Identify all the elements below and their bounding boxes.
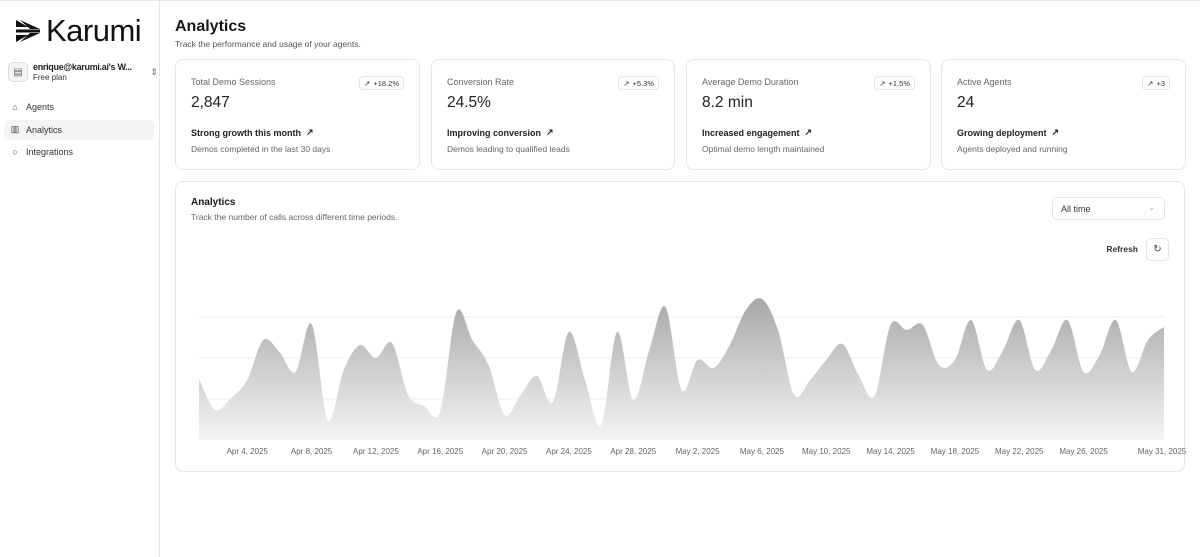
- bot-icon: ⌂: [12, 102, 18, 112]
- stat-description: Demos completed in the last 30 days: [191, 144, 331, 154]
- refresh-icon: ↻: [1153, 244, 1162, 255]
- badge-text: +18.2%: [373, 78, 399, 88]
- x-tick-label: May 6, 2025: [740, 447, 785, 456]
- chevrons-up-down-icon: ⇕: [150, 66, 158, 77]
- area-series: [199, 298, 1164, 440]
- x-tick-label: May 22, 2025: [995, 447, 1044, 456]
- message-circle-icon: ○: [12, 147, 18, 157]
- stat-label: Active Agents: [957, 77, 1012, 87]
- stat-description: Demos leading to qualified leads: [447, 144, 570, 154]
- sidebar-item-integrations[interactable]: ○ Integrations: [4, 142, 154, 162]
- stat-card-active-agents: Active Agents 24 ↗ +3 Growing deployment ↗…: [941, 59, 1186, 170]
- stat-card-conversion-rate: Conversion Rate 24.5% ↗ +5.3% Improving c…: [431, 59, 675, 170]
- x-tick-label: Apr 4, 2025: [227, 447, 269, 456]
- stat-value: 24.5%: [447, 94, 491, 111]
- time-range-value: All time: [1061, 203, 1091, 214]
- badge-text: +3: [1156, 78, 1165, 88]
- page-subtitle: Track the performance and usage of your …: [175, 39, 361, 49]
- trend-badge: ↗ +3: [1142, 76, 1170, 90]
- sidebar-item-agents[interactable]: ⌂ Agents: [4, 97, 154, 117]
- stat-card-average-demo-duration: Average Demo Duration 8.2 min ↗ +1.5% Inc…: [686, 59, 931, 170]
- trending-up-icon: ↗: [1051, 127, 1060, 137]
- sidebar: Karumi ▤ enrique@karumi.ai's W... Free p…: [0, 1, 160, 557]
- workspace-switcher[interactable]: ▤ enrique@karumi.ai's W... Free plan ⇕: [8, 60, 158, 84]
- workspace-plan: Free plan: [33, 72, 67, 82]
- badge-text: +1.5%: [888, 78, 910, 88]
- stat-description: Agents deployed and running: [957, 144, 1068, 154]
- sidebar-nav: ⌂ Agents ▥ Analytics ○ Integrations: [4, 97, 154, 165]
- refresh-label: Refresh: [1106, 244, 1138, 254]
- x-tick-label: May 18, 2025: [931, 447, 980, 456]
- x-tick-label: Apr 8, 2025: [291, 447, 333, 456]
- workspace-name: enrique@karumi.ai's W...: [33, 61, 132, 72]
- sidebar-item-analytics[interactable]: ▥ Analytics: [4, 119, 154, 140]
- trending-up-icon: ↗: [879, 78, 886, 88]
- stat-trend: Strong growth this month ↗: [191, 127, 314, 138]
- chart-panel-title: Analytics: [191, 197, 236, 208]
- stat-trend: Growing deployment ↗: [957, 127, 1059, 138]
- bar-chart-icon: ▥: [10, 124, 20, 134]
- logo[interactable]: Karumi: [14, 13, 142, 49]
- stat-trend: Improving conversion ↗: [447, 127, 554, 138]
- sidebar-item-label: Agents: [26, 102, 55, 112]
- refresh-button[interactable]: ↻: [1146, 238, 1169, 261]
- trend-text: Growing deployment: [957, 127, 1047, 138]
- trending-up-icon: ↗: [804, 127, 813, 137]
- stat-value: 8.2 min: [702, 94, 753, 111]
- analytics-chart-panel: Apr 4, 2025 Apr 8, 2025 Apr 12, 2025 Apr 16…: [175, 181, 1186, 472]
- x-tick-label: May 26, 2025: [1059, 447, 1108, 456]
- trending-up-icon: ↗: [546, 127, 554, 137]
- x-tick-label: May 14, 2025: [866, 447, 915, 456]
- area-chart: Apr 4, 2025 Apr 8, 2025 Apr 12, 2025 Apr 16…: [199, 298, 1186, 456]
- x-tick-label: Apr 12, 2025: [353, 447, 399, 456]
- trending-up-icon: ↗: [364, 78, 371, 88]
- time-range-select[interactable]: All time ⌄: [1052, 197, 1165, 220]
- stat-label: Total Demo Sessions: [191, 77, 276, 87]
- stat-label: Average Demo Duration: [702, 77, 799, 87]
- sidebar-item-label: Integrations: [26, 147, 74, 157]
- karumi-logo-icon: [16, 20, 40, 42]
- x-tick-label: May 10, 2025: [802, 447, 851, 456]
- chevron-down-icon: ⌄: [1148, 203, 1155, 212]
- stat-card-total-demo-sessions: Total Demo Sessions 2,847 ↗ +18.2% Strong…: [175, 59, 420, 170]
- x-tick-label: Apr 28, 2025: [610, 447, 656, 456]
- stat-trend: Increased engagement ↗: [702, 127, 812, 138]
- trend-badge: ↗ +5.3%: [618, 76, 659, 90]
- trending-up-icon: ↗: [1147, 78, 1154, 88]
- page-title: Analytics: [175, 18, 247, 35]
- trending-up-icon: ↗: [623, 78, 630, 88]
- badge-text: +5.3%: [632, 78, 654, 88]
- x-tick-label: Apr 16, 2025: [417, 447, 463, 456]
- x-tick-label: May 2, 2025: [676, 447, 721, 456]
- workspace-text: enrique@karumi.ai's W... Free plan: [33, 62, 145, 83]
- workspace-icon: ▤: [8, 62, 28, 82]
- sidebar-item-label: Analytics: [26, 124, 63, 135]
- logo-text: Karumi: [46, 13, 142, 48]
- x-tick-label: Apr 20, 2025: [482, 447, 528, 456]
- stat-value: 2,847: [191, 94, 230, 111]
- trend-text: Strong growth this month: [191, 127, 301, 138]
- stat-description: Optimal demo length maintained: [702, 144, 825, 154]
- x-tick-label: May 31, 2025: [1138, 447, 1186, 456]
- trend-badge: ↗ +1.5%: [874, 76, 915, 90]
- x-tick-label: Apr 24, 2025: [546, 447, 592, 456]
- trend-text: Increased engagement: [702, 127, 800, 138]
- trend-badge: ↗ +18.2%: [359, 76, 404, 90]
- stat-label: Conversion Rate: [447, 77, 515, 87]
- trending-up-icon: ↗: [305, 127, 314, 137]
- stat-value: 24: [957, 94, 975, 111]
- chart-panel-subtitle: Track the number of calls across differe…: [191, 212, 398, 222]
- trend-text: Improving conversion: [447, 127, 542, 138]
